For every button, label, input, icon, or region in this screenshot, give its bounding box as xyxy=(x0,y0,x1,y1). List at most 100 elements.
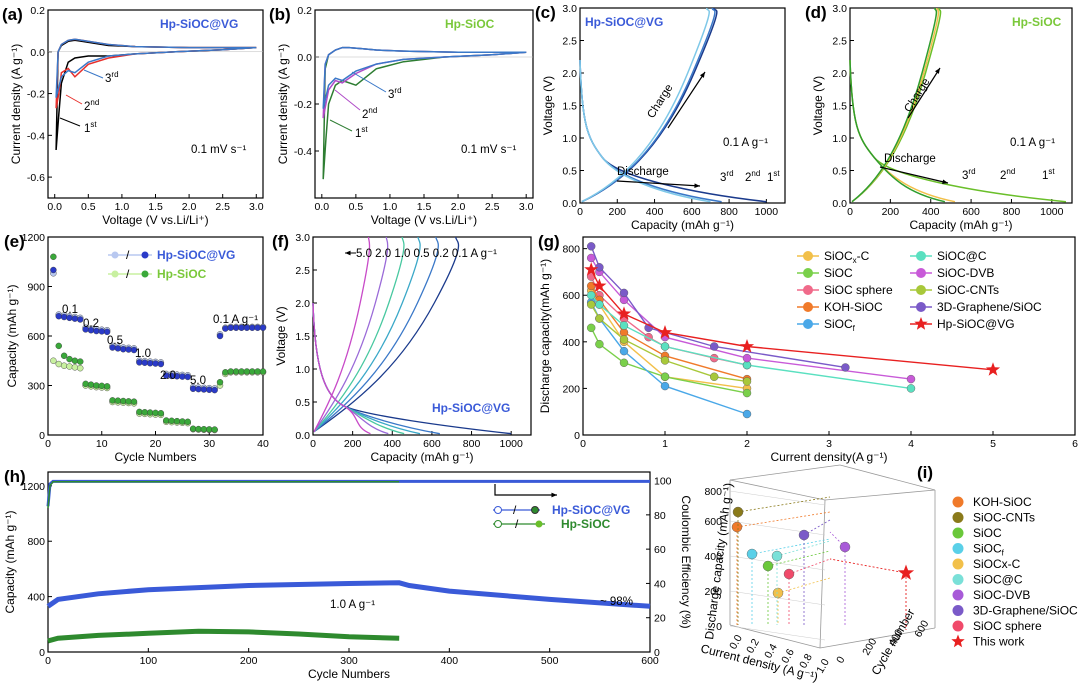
g-point-SiOC-CNTs xyxy=(742,377,752,386)
h-ce-hp xyxy=(47,481,400,509)
i-star-point xyxy=(897,564,915,580)
d-ytick-label: 2.0 xyxy=(832,68,847,80)
i-box-edge xyxy=(819,499,826,649)
b-xtick-label: 0.5 xyxy=(349,201,364,213)
g-point-SiOC@C xyxy=(619,321,629,330)
h-y2tick-label: 20 xyxy=(654,613,666,625)
e-point-Hp-SiOC-discharge xyxy=(206,426,213,433)
e-point-Hp-SiOC@VG-discharge xyxy=(211,386,218,394)
d-panel-label: (d) xyxy=(805,3,827,22)
c-xtick-label: 0 xyxy=(577,206,583,218)
a-ytick-label: 0.0 xyxy=(30,47,45,59)
g-point-SiOC@C xyxy=(587,291,596,300)
e-point-Hp-SiOC-discharge xyxy=(179,418,186,425)
g-legend-SiOCf: SiOCf xyxy=(824,317,856,333)
c-discharge-3rd xyxy=(579,59,711,203)
i-legend-label: SiOCx-C xyxy=(973,557,1021,571)
e-legend-hp: Hp-SiOC xyxy=(157,267,207,281)
c-label-3rd: 3rd xyxy=(720,169,734,184)
e-ytick-label: 1200 xyxy=(22,232,46,244)
d-ylabel: Voltage (V) xyxy=(811,76,825,135)
g-point-3D-Graphene/SiOC xyxy=(587,242,596,251)
e-legend-sep-vg: / xyxy=(126,248,130,262)
e-point-Hp-SiOC@VG-discharge xyxy=(125,346,132,353)
h-y2tick-label: 0 xyxy=(654,647,660,659)
g-point-SiOC-CNTs xyxy=(660,356,670,365)
i-legend-marker xyxy=(952,496,964,508)
h-legend-sep-hp: / xyxy=(515,517,519,531)
i-legend-marker xyxy=(952,527,964,539)
g-legend-marker xyxy=(803,285,813,295)
g-xtick-label: 5 xyxy=(990,438,996,450)
f-xlabel: Capacity (mAh g⁻¹) xyxy=(370,450,473,464)
d-ytick-label: 1.0 xyxy=(832,133,847,145)
h-legend-marker-vg-filled xyxy=(531,506,539,514)
e-point-Hp-SiOC-charge xyxy=(66,363,73,370)
c-ytick-label: 1.5 xyxy=(562,101,577,113)
b-xtick-label: 1.5 xyxy=(417,201,432,213)
h-legend-marker-hp-open xyxy=(494,520,502,528)
a-xtick-label: 2.0 xyxy=(182,201,197,213)
h-ce-arrowhead xyxy=(551,492,557,498)
h-xtick-label: 500 xyxy=(541,655,559,667)
g-legend-KOH-SiOC: KOH-SiOC xyxy=(824,300,883,314)
a-ytick-label: 0.2 xyxy=(30,5,45,17)
b-scan-rate-note: 0.1 mV s⁻¹ xyxy=(461,144,516,156)
a-ytick-label: -0.6 xyxy=(27,172,45,184)
a-xtick-label: 3.0 xyxy=(249,201,264,213)
h-y2tick-label: 60 xyxy=(654,544,666,556)
f-panel-label: (f) xyxy=(272,232,289,251)
e-point-Hp-SiOC-charge xyxy=(77,364,84,372)
i-grid xyxy=(729,625,826,641)
e-point-Hp-SiOC-discharge xyxy=(120,397,127,405)
e-rate-label: 2.0 xyxy=(160,370,176,382)
e-point-Hp-SiOC@VG-discharge xyxy=(77,316,84,323)
b-curve-1st xyxy=(322,46,527,180)
f-ytick-label: 1.0 xyxy=(295,364,310,376)
i-ztick-label: 400 xyxy=(704,551,722,563)
a-sample-tag: Hp-SiOC@VG xyxy=(160,17,238,31)
e-point-Hp-SiOC-discharge xyxy=(109,397,116,404)
a-plot-frame xyxy=(47,9,264,199)
d-charge-3rd xyxy=(851,7,938,203)
e-point-Hp-SiOC@VG-discharge xyxy=(120,346,127,353)
g-legend-SiOC: SiOC xyxy=(824,266,853,280)
b-xtick-label: 0.0 xyxy=(315,201,330,213)
h-legend-marker-vg-open xyxy=(494,506,502,514)
g-ytick-label: 400 xyxy=(562,337,580,349)
i-box-edge xyxy=(819,627,936,649)
h-xtick-label: 600 xyxy=(641,655,659,667)
h-xtick-label: 100 xyxy=(140,655,158,667)
g-legend-marker xyxy=(916,285,926,295)
f-charge-1.0 xyxy=(313,236,405,433)
e-point-Hp-SiOC-discharge xyxy=(77,358,84,365)
i-legend-marker xyxy=(952,620,964,632)
h-y2tick-label: 40 xyxy=(654,578,666,590)
i-box-edge xyxy=(729,624,821,649)
d-xtick-label: 200 xyxy=(882,206,900,218)
a-xtick-label: 2.5 xyxy=(215,201,230,213)
i-box-edge xyxy=(824,489,936,501)
c-ytick-label: 0.5 xyxy=(562,166,577,178)
c-xtick-label: 800 xyxy=(720,206,738,218)
g-ytick-label: 600 xyxy=(562,290,580,302)
e-xlabel: Cycle Numbers xyxy=(114,450,196,464)
e-point-Hp-SiOC-discharge xyxy=(125,398,132,405)
i-drop-line xyxy=(829,531,846,548)
g-xtick-label: 1 xyxy=(662,438,668,450)
a-label-2nd: 2nd xyxy=(84,98,99,113)
d-label-2nd: 2nd xyxy=(1000,167,1015,182)
g-point-SiOC xyxy=(660,372,670,381)
i-point xyxy=(746,548,758,560)
c-ytick-label: 3.0 xyxy=(562,3,577,15)
f-charge-2.0 xyxy=(313,236,389,433)
e-point-Hp-SiOC-discharge xyxy=(211,426,218,433)
f-charge-0.2 xyxy=(313,236,439,433)
e-legend-vg: Hp-SiOC@VG xyxy=(157,248,235,262)
e-point-Hp-SiOC@VG-discharge xyxy=(222,325,229,332)
i-legend-label: 3D-Graphene/SiOC xyxy=(973,604,1078,618)
c-xlabel: Capacity (mAh g⁻¹) xyxy=(631,218,734,232)
i-legend-marker xyxy=(952,512,964,523)
h-legend-sep-vg: / xyxy=(513,503,517,517)
d-charge-2nd xyxy=(851,7,940,203)
